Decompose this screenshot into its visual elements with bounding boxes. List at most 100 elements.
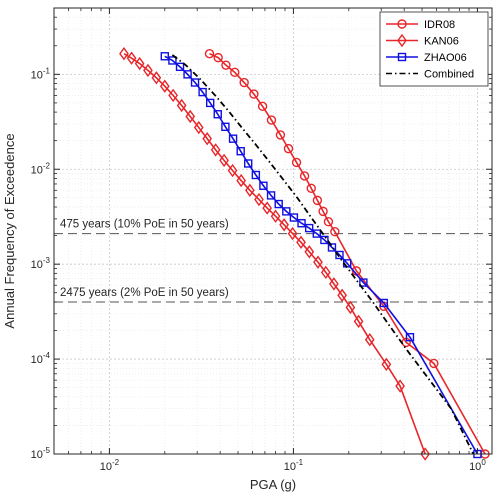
y-axis-label: Annual Frequency of Exceedence xyxy=(2,133,17,328)
data-point-diamond xyxy=(420,447,431,461)
data-point-square xyxy=(213,110,222,119)
x-tick-label-exponent: -2 xyxy=(112,458,120,467)
y-tick-label-base: 10 xyxy=(31,164,43,176)
data-point-square xyxy=(297,219,306,228)
data-point-circle xyxy=(221,60,231,70)
data-point-diamond xyxy=(210,143,221,157)
data-point-diamond xyxy=(168,88,178,103)
y-tick-label: 10-4 xyxy=(31,351,51,366)
data-point-circle xyxy=(397,19,407,29)
y-tick-label-exponent: -4 xyxy=(43,351,51,360)
data-point-square xyxy=(282,207,291,216)
x-tick-label: 10-1 xyxy=(284,458,304,473)
data-point-diamond xyxy=(202,131,213,146)
x-tick-label: 10-2 xyxy=(100,458,120,473)
plot-frame xyxy=(53,7,493,455)
data-point-diamond xyxy=(296,235,306,249)
data-point-circle xyxy=(283,143,294,154)
y-tick-label-base: 10 xyxy=(31,69,43,81)
y-tick-label: 10-5 xyxy=(31,446,51,461)
x-tick-label-base: 10 xyxy=(469,461,481,473)
data-point-square xyxy=(320,235,329,245)
y-tick-label-exponent: -1 xyxy=(43,66,51,75)
data-point-square xyxy=(190,78,200,87)
data-point-square xyxy=(304,223,314,233)
data-point-circle xyxy=(330,226,340,237)
x-axis-label: PGA (g) xyxy=(250,477,296,492)
x-tick-label-base: 10 xyxy=(100,461,112,473)
data-point-diamond xyxy=(176,98,187,113)
data-point-square xyxy=(183,70,192,79)
data-point-diamond xyxy=(279,218,289,232)
y-tick-label-exponent: -3 xyxy=(43,256,51,265)
data-point-square xyxy=(397,52,407,62)
data-point-square xyxy=(244,159,253,168)
data-point-circle xyxy=(318,206,328,217)
data-point-circle xyxy=(204,48,215,59)
data-point-circle xyxy=(291,157,302,168)
x-tick-label: 100 xyxy=(469,458,486,473)
data-point-diamond xyxy=(245,183,255,198)
data-point-diamond xyxy=(329,277,339,291)
axis-ticks xyxy=(53,7,492,455)
reference-line-label: 2475 years (2% PoE in 50 years) xyxy=(60,287,229,299)
data-point-diamond xyxy=(364,333,375,347)
data-point-square xyxy=(405,333,415,342)
data-point-diamond xyxy=(143,63,153,78)
data-point-square xyxy=(205,98,215,108)
data-point-diamond xyxy=(353,314,364,329)
data-point-square xyxy=(274,199,283,209)
legend-label: KAN06 xyxy=(424,36,459,48)
data-point-circle xyxy=(429,358,439,369)
data-point-circle xyxy=(306,183,316,194)
data-point-square xyxy=(289,213,299,222)
data-point-diamond xyxy=(159,79,170,93)
data-point-square xyxy=(168,56,177,65)
data-point-diamond xyxy=(397,33,407,48)
data-point-diamond xyxy=(262,201,273,215)
data-point-diamond xyxy=(313,255,323,269)
data-point-circle xyxy=(323,217,334,227)
x-tick-label-exponent: 0 xyxy=(481,458,486,467)
data-point-square xyxy=(379,298,389,308)
data-point-square xyxy=(175,62,185,72)
legend-label: ZHAO06 xyxy=(424,52,467,64)
data-point-circle xyxy=(230,67,240,78)
data-point-diamond xyxy=(227,163,238,178)
data-point-diamond xyxy=(345,300,356,315)
data-point-circle xyxy=(257,101,268,112)
data-point-diamond xyxy=(381,357,392,372)
legend: IDR08 KAN06 ZHAO06 Combined xyxy=(379,11,489,87)
data-point-circle xyxy=(299,171,310,181)
data-point-circle xyxy=(312,195,323,206)
data-point-square xyxy=(236,146,245,156)
data-point-diamond xyxy=(287,226,298,241)
data-point-diamond xyxy=(337,288,348,302)
data-point-circle xyxy=(239,77,249,88)
data-point-diamond xyxy=(219,153,229,168)
reference-line-label: 475 years (10% PoE in 50 years) xyxy=(60,219,229,231)
data-point-diamond xyxy=(254,192,264,207)
y-tick-label: 10-2 xyxy=(31,161,51,176)
data-point-square xyxy=(327,243,337,252)
data-point-circle xyxy=(275,130,286,140)
series-group xyxy=(119,47,490,461)
legend-label: Combined xyxy=(424,69,474,81)
data-point-circle xyxy=(213,52,223,63)
legend-label: IDR08 xyxy=(424,19,455,31)
data-point-diamond xyxy=(320,265,331,280)
data-point-square xyxy=(359,278,368,287)
y-tick-label-exponent: -2 xyxy=(43,161,51,170)
data-point-diamond xyxy=(119,47,129,61)
data-point-square xyxy=(266,191,276,200)
series-line-kan06 xyxy=(123,53,426,455)
data-point-square xyxy=(228,134,238,143)
y-tick-label: 10-3 xyxy=(31,256,51,271)
data-point-diamond xyxy=(236,173,247,188)
data-point-square xyxy=(198,87,207,97)
y-tick-label-base: 10 xyxy=(31,259,43,271)
y-tick-label-base: 10 xyxy=(31,354,43,366)
data-point-diamond xyxy=(270,209,281,223)
